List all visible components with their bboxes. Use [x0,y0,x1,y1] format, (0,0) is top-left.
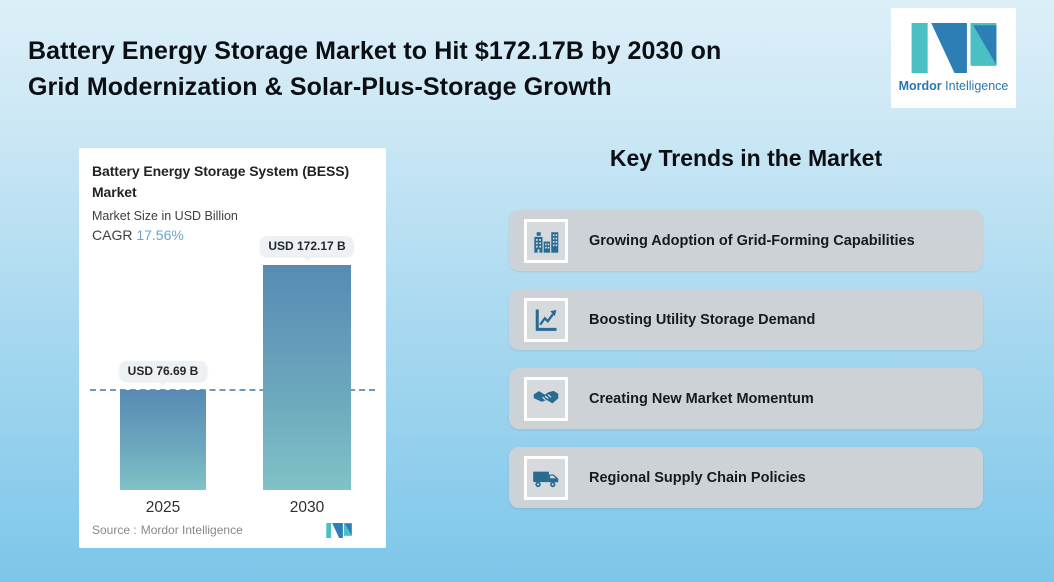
source-value: Mordor Intelligence [140,523,243,537]
trend-label: Growing Adoption of Grid-Forming Capabil… [589,232,915,249]
source-text: Source : Mordor Intelligence [92,523,247,537]
cagr-value: 17.56% [136,227,184,243]
buildings-icon [524,218,568,263]
brand-wordmark: Mordor Intelligence [899,79,1009,93]
trend-label: Creating New Market Momentum [589,390,814,407]
chart-title: Battery Energy Storage System (BESS) Mark… [92,163,350,200]
brand-name-bold: Mordor [898,79,942,93]
reference-line [90,389,375,391]
cagr-row: CAGR 17.56% [92,227,373,243]
brand-name-regular: Intelligence [945,79,1009,93]
page-title-line2: Grid Modernization & Solar-Plus-Storage … [28,73,612,101]
brand-logo-card: Mordor Intelligence [891,8,1016,108]
truck-icon [524,455,568,500]
trend-label: Boosting Utility Storage Demand [589,311,816,328]
trend-card-utility-storage: Boosting Utility Storage Demand [509,289,983,350]
source-label: Source : [92,523,137,537]
bar-2030: USD 172.17 B 2030 [260,236,354,516]
trend-label: Regional Supply Chain Policies [589,469,806,486]
bar-chart-plot-area: USD 76.69 B 2025 USD 172.17 B 2030 [90,236,375,516]
page-title: Battery Energy Storage Market to Hit $17… [28,33,721,105]
cagr-label: CAGR [92,227,133,243]
trend-card-grid-forming: Growing Adoption of Grid-Forming Capabil… [509,210,983,271]
mordor-logo-icon [911,23,996,73]
x-axis-label-2030: 2030 [289,499,325,516]
value-badge-2030: USD 172.17 B [260,236,354,256]
bess-market-chart-card: Battery Energy Storage System (BESS) Mark… [79,148,386,548]
trends-heading: Key Trends in the Market [609,145,883,171]
value-badge-2025: USD 76.69 B [119,361,207,381]
trend-list: Growing Adoption of Grid-Forming Capabil… [509,210,983,508]
source-row: Source : Mordor Intelligence [92,521,352,539]
page-title-line1: Battery Energy Storage Market to Hit $17… [28,37,722,65]
trend-card-market-momentum: Creating New Market Momentum [509,368,983,429]
bar-2025: USD 76.69 B 2025 [119,361,207,516]
line-chart-icon [524,297,568,342]
x-axis-label-2025: 2025 [145,499,181,516]
mordor-logo-mini-icon [326,522,352,538]
handshake-icon [524,376,568,421]
chart-subtitle: Market Size in USD Billion [92,209,238,223]
trend-card-supply-chain: Regional Supply Chain Policies [509,447,983,508]
